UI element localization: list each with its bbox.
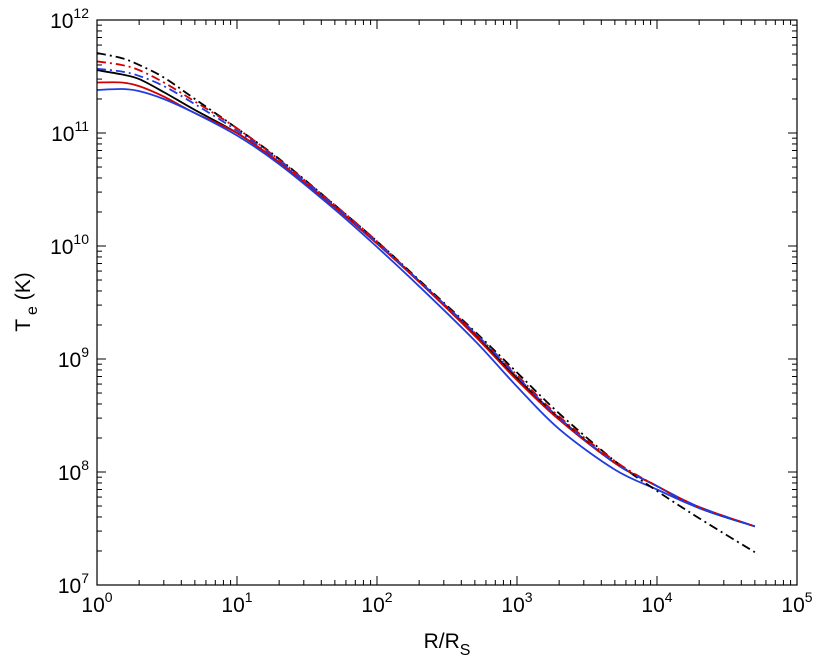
- x-tick-label: 105: [781, 589, 812, 617]
- series-line-5: [96, 60, 756, 528]
- series-layer: [96, 52, 756, 553]
- y-tick-label: 109: [58, 344, 89, 372]
- y-tick-label: 1012: [50, 5, 89, 33]
- plot-area-frame: [96, 19, 798, 586]
- y-tick-label: 1010: [50, 231, 89, 259]
- series-line-1: [96, 69, 756, 528]
- x-tick-label: 103: [501, 589, 532, 617]
- x-axis-label: R/RS: [424, 630, 471, 659]
- series-line-4: [96, 52, 756, 553]
- series-line-6: [96, 67, 756, 528]
- y-tick-label: 108: [58, 457, 89, 485]
- x-tick-label: 100: [81, 589, 112, 617]
- x-tick-label: 101: [221, 589, 252, 617]
- y-tick-label: 107: [58, 570, 89, 598]
- x-tick-label: 104: [641, 589, 672, 617]
- ticks-layer: [96, 19, 798, 586]
- series-line-2: [96, 81, 756, 528]
- y-axis-label: Te (K): [12, 272, 41, 332]
- series-line-3: [96, 88, 756, 528]
- y-tick-label: 1011: [51, 118, 89, 146]
- x-tick-label: 102: [361, 589, 392, 617]
- tick-labels-layer: 100 101 102 103 104 105 107 108 109 1010 1011 1012: [50, 5, 813, 617]
